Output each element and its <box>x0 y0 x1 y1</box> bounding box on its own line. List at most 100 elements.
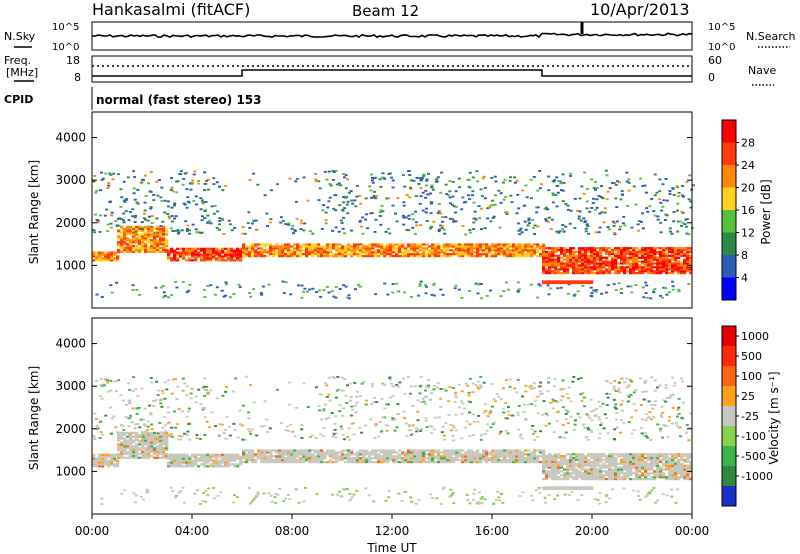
echo-cell <box>162 449 166 452</box>
echo-cell <box>594 407 598 410</box>
echo-cell <box>602 462 606 465</box>
echo-cell <box>157 179 161 181</box>
echo-cell <box>590 262 594 265</box>
echo-cell <box>608 472 612 475</box>
echo-cell <box>587 462 591 465</box>
echo-cell <box>290 249 294 252</box>
echo-cell <box>113 459 117 462</box>
echo-cell <box>664 384 668 386</box>
echo-cell <box>251 451 255 454</box>
echo-cell <box>489 409 492 412</box>
echo-cell <box>138 443 142 446</box>
echo-cell <box>643 382 647 385</box>
echo-cell <box>398 453 402 456</box>
echo-cell <box>395 249 399 252</box>
echo-cell <box>410 243 414 246</box>
echo-cell <box>602 249 606 252</box>
echo-cell <box>425 255 429 258</box>
echo-cell <box>613 439 617 442</box>
echo-cell <box>614 264 618 267</box>
echo-cell <box>560 455 564 458</box>
echo-cell <box>551 464 555 467</box>
echo-cell <box>412 179 416 182</box>
echo-cell <box>329 245 333 248</box>
echo-cell <box>584 264 588 267</box>
echo-cell <box>332 377 336 380</box>
echo-cell <box>248 245 252 248</box>
echo-cell <box>141 246 145 250</box>
echo-cell <box>680 252 684 255</box>
echo-cell <box>665 256 669 259</box>
echo-cell <box>464 382 468 385</box>
echo-cell <box>113 463 117 466</box>
echo-cell <box>653 254 657 257</box>
echo-cell <box>545 466 549 469</box>
echo-cell <box>350 457 354 460</box>
echo-cell <box>194 253 198 256</box>
echo-cell <box>341 414 345 417</box>
echo-cell <box>613 428 617 431</box>
echo-cell <box>182 457 186 460</box>
echo-cell <box>608 247 612 250</box>
echo-cell <box>422 253 426 256</box>
echo-cell <box>464 451 468 454</box>
echo-cell <box>572 260 576 263</box>
echo-cell <box>225 283 228 286</box>
echo-cell <box>419 195 423 198</box>
echo-cell <box>440 451 444 454</box>
echo-cell <box>410 449 414 452</box>
echo-cell <box>159 286 163 289</box>
echo-cell <box>107 184 111 187</box>
echo-cell <box>584 260 588 263</box>
echo-cell <box>194 395 198 398</box>
echo-cell <box>554 258 558 261</box>
echo-cell <box>554 464 558 467</box>
echo-cell <box>586 426 590 429</box>
echo-cell <box>532 433 535 435</box>
echo-cell <box>238 423 242 426</box>
echo-cell <box>323 245 327 248</box>
echo-cell <box>547 175 550 178</box>
echo-cell <box>227 251 231 254</box>
echo-cell <box>443 243 447 246</box>
echo-cell <box>454 396 458 399</box>
echo-cell <box>557 462 561 465</box>
echo-cell <box>470 243 474 246</box>
echo-cell <box>144 243 148 246</box>
echo-cell <box>144 437 148 440</box>
echo-cell <box>595 206 599 209</box>
echo-cell <box>236 259 240 262</box>
echo-cell <box>156 241 160 244</box>
echo-cell <box>293 247 297 250</box>
echo-cell <box>569 264 573 267</box>
echo-cell <box>153 456 157 459</box>
echo-cell <box>173 463 177 466</box>
echo-cell <box>552 194 555 197</box>
echo-cell <box>290 449 294 452</box>
echo-cell <box>197 459 201 462</box>
echo-cell <box>587 476 591 479</box>
echo-cell <box>437 230 441 233</box>
echo-cell <box>147 437 151 440</box>
echo-cell <box>662 258 666 261</box>
echo-cell <box>350 255 354 258</box>
echo-cell <box>224 457 228 460</box>
echo-cell <box>464 245 468 248</box>
echo-cell <box>206 247 210 250</box>
echo-cell <box>386 449 390 452</box>
echo-cell <box>581 270 585 273</box>
echo-cell <box>334 226 338 229</box>
echo-cell <box>653 266 657 269</box>
echo-cell <box>377 245 381 248</box>
echo-cell <box>563 478 567 481</box>
echo-cell <box>491 253 495 256</box>
echo-cell <box>141 229 145 232</box>
echo-cell <box>462 407 466 410</box>
echo-cell <box>159 246 163 250</box>
echo-cell <box>251 249 255 252</box>
echo-cell <box>353 288 357 291</box>
echo-cell <box>354 205 358 208</box>
echo-cell <box>162 244 166 248</box>
echo-cell <box>488 412 492 415</box>
echo-cell <box>380 243 384 246</box>
